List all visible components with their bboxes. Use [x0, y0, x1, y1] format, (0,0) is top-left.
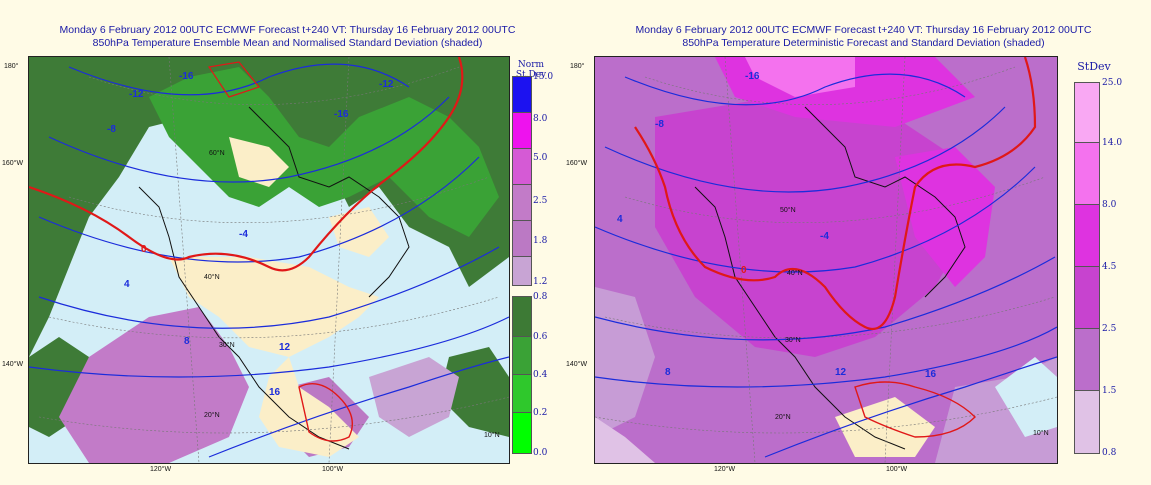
legend-swatch [512, 112, 532, 150]
svg-text:-12: -12 [129, 89, 144, 100]
legend-label: 0.8 [1102, 448, 1117, 458]
legend-label: 15.0 [533, 72, 554, 82]
legend-label: 4.5 [1102, 262, 1117, 272]
legend-swatch [512, 220, 532, 258]
legend-label: 25.0 [1102, 78, 1123, 88]
lat-label-160w: 160°W [566, 160, 588, 167]
svg-text:-4: -4 [239, 229, 248, 240]
legend-label: 2.5 [533, 196, 548, 206]
legend-label: 8.0 [1102, 200, 1117, 210]
svg-text:4: 4 [617, 214, 623, 225]
legend-label: 8.0 [533, 114, 548, 124]
legend-swatch [1074, 328, 1100, 392]
svg-text:40°N: 40°N [204, 273, 220, 281]
legend-label: 0.4 [533, 370, 548, 380]
legend-swatch [512, 76, 532, 114]
ensemble-map: -16 -12 -8 -4 0 4 8 12 16 -12 -16 40°N 6… [28, 56, 510, 464]
svg-text:8: 8 [184, 336, 190, 347]
svg-text:30°N: 30°N [219, 341, 235, 349]
svg-text:16: 16 [269, 387, 281, 398]
deterministic-panel: Monday 6 February 2012 00UTC ECMWF Forec… [566, 0, 1151, 485]
svg-text:40°N: 40°N [787, 269, 803, 277]
svg-text:20°N: 20°N [775, 413, 791, 421]
top-strip [0, 0, 1151, 18]
ensemble-mean-panel: Monday 6 February 2012 00UTC ECMWF Forec… [0, 0, 575, 485]
svg-text:-16: -16 [745, 71, 760, 82]
legend-swatch [1074, 142, 1100, 206]
lon-label-100w: 100°W [322, 466, 344, 473]
legend-swatch [1074, 390, 1100, 454]
legend-label: 1.8 [533, 236, 548, 246]
legend-swatch [512, 256, 532, 286]
legend-swatch [512, 184, 532, 222]
lon-label-100w: 100°W [886, 466, 908, 473]
legend-label: 2.5 [1102, 324, 1117, 334]
legend-swatch [512, 336, 532, 376]
svg-text:50°N: 50°N [780, 206, 796, 214]
lat-label-180: 180° [4, 63, 19, 70]
lon-label-120w: 120°W [150, 466, 172, 473]
svg-text:-8: -8 [107, 124, 116, 135]
legend-label: 0.8 [533, 292, 548, 302]
svg-text:8: 8 [665, 367, 671, 378]
legend-title: StDev [1077, 60, 1111, 73]
legend-label: 0.2 [533, 408, 548, 418]
panel-title-line1: Monday 6 February 2012 00UTC ECMWF Forec… [59, 24, 516, 36]
legend-label: 0.0 [533, 448, 548, 458]
svg-text:0: 0 [141, 244, 147, 255]
svg-text:4: 4 [124, 279, 130, 290]
svg-text:20°N: 20°N [204, 411, 220, 419]
legend-label: 14.0 [1102, 138, 1123, 148]
legend-title: Norm St.Dev [515, 60, 547, 80]
lon-label-120w: 120°W [714, 466, 736, 473]
lat-label-160w: 160°W [2, 160, 24, 167]
legend-label: 5.0 [533, 153, 548, 163]
legend-label: 1.5 [1102, 386, 1117, 396]
svg-text:0: 0 [741, 265, 747, 276]
svg-text:12: 12 [279, 342, 291, 353]
lat-label-140w: 140°W [2, 361, 24, 368]
lat-label-140w: 140°W [566, 361, 588, 368]
svg-text:30°N: 30°N [785, 336, 801, 344]
panel-title-line2: 850hPa Temperature Ensemble Mean and Nor… [92, 37, 483, 49]
legend-swatch [512, 374, 532, 414]
svg-text:-12: -12 [379, 79, 394, 90]
legend-swatch [1074, 204, 1100, 268]
deterministic-map: -16 -8 -4 0 4 8 12 16 50°N 40°N 30°N 20°… [594, 56, 1058, 464]
svg-text:60°N: 60°N [209, 149, 225, 157]
legend-swatch [512, 412, 532, 454]
legend-swatch [1074, 266, 1100, 330]
svg-text:16: 16 [925, 369, 937, 380]
legend-swatch [512, 296, 532, 338]
panel-title-line1: Monday 6 February 2012 00UTC ECMWF Forec… [635, 24, 1092, 36]
legend-swatch [1074, 82, 1100, 144]
legend-label: 0.6 [533, 332, 548, 342]
svg-text:10°N: 10°N [484, 431, 500, 439]
svg-text:10°N: 10°N [1033, 429, 1049, 437]
legend-swatch [512, 148, 532, 186]
svg-text:12: 12 [835, 367, 847, 378]
panel-title-line2: 850hPa Temperature Deterministic Forecas… [682, 37, 1045, 49]
svg-text:-16: -16 [334, 109, 349, 120]
legend-label: 1.2 [533, 277, 548, 287]
lat-label-180: 180° [570, 63, 585, 70]
svg-text:-4: -4 [820, 231, 829, 242]
svg-text:-16: -16 [179, 71, 194, 82]
svg-text:-8: -8 [655, 119, 664, 130]
